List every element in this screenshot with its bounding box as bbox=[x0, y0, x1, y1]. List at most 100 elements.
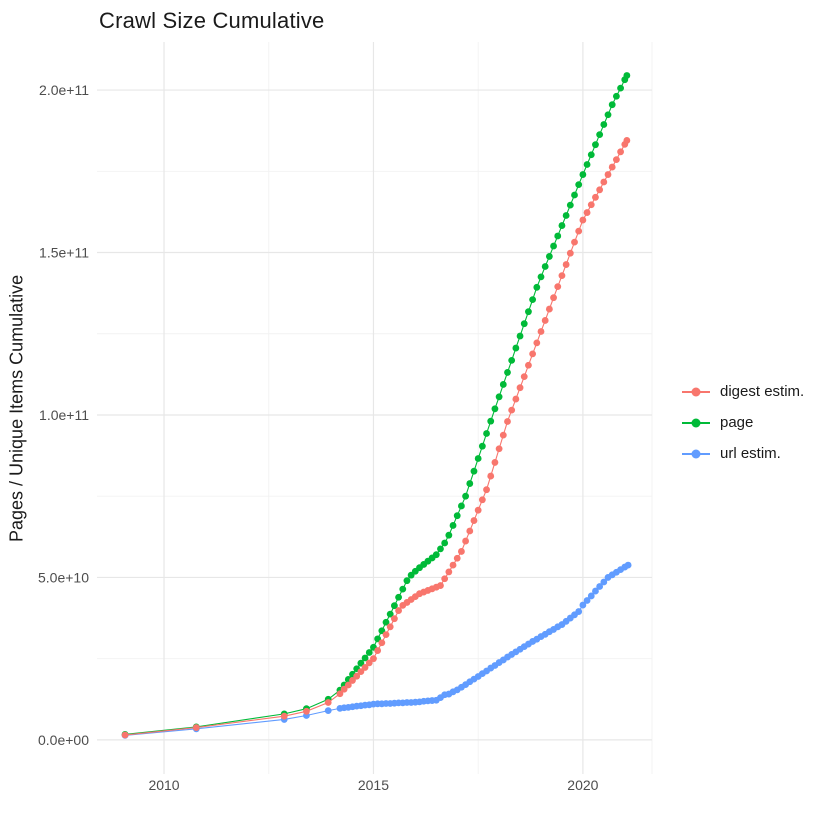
data-point-page bbox=[386, 610, 394, 618]
data-point-digest-estim bbox=[554, 283, 562, 291]
data-point-page bbox=[537, 273, 545, 281]
data-point-digest-estim bbox=[280, 712, 288, 720]
data-point-page bbox=[441, 539, 449, 547]
legend: digest estim. page url estim. bbox=[681, 376, 804, 469]
data-point-page bbox=[474, 455, 482, 462]
data-point-page bbox=[361, 654, 369, 662]
data-point-page bbox=[365, 649, 373, 656]
data-point-digest-estim bbox=[445, 568, 453, 576]
data-point-digest-estim bbox=[550, 294, 557, 302]
data-point-digest-estim bbox=[382, 631, 390, 639]
data-point-page bbox=[562, 212, 570, 219]
data-point-page bbox=[592, 141, 599, 149]
data-point-digest-estim bbox=[583, 209, 591, 216]
data-point-page bbox=[566, 201, 574, 209]
data-point-digest-estim bbox=[353, 672, 361, 680]
data-point-page bbox=[550, 242, 557, 250]
data-point-digest-estim bbox=[361, 664, 369, 671]
data-point-page bbox=[357, 659, 365, 667]
data-point-digest-estim bbox=[612, 156, 620, 164]
chart-title: Crawl Size Cumulative bbox=[99, 8, 325, 33]
data-point-page bbox=[395, 593, 402, 601]
data-point-digest-estim bbox=[571, 238, 578, 246]
data-point-digest-estim bbox=[566, 249, 574, 257]
legend-key-url-estim-icon bbox=[682, 449, 710, 458]
data-point-page bbox=[512, 344, 520, 352]
data-point-digest-estim bbox=[395, 607, 402, 614]
data-point-digest-estim bbox=[491, 459, 499, 466]
legend-item-label: url estim. bbox=[720, 445, 781, 462]
data-point-digest-estim bbox=[495, 445, 503, 453]
data-point-page bbox=[617, 84, 624, 92]
data-point-digest-estim bbox=[349, 677, 356, 684]
data-point-page bbox=[487, 417, 495, 425]
data-point-page bbox=[608, 101, 616, 109]
data-point-digest-estim bbox=[575, 227, 583, 235]
data-point-page bbox=[583, 161, 591, 168]
data-point-page bbox=[575, 181, 583, 189]
data-point-digest-estim bbox=[499, 431, 507, 439]
data-point-page bbox=[612, 92, 620, 100]
data-point-url-estim bbox=[324, 707, 332, 715]
data-point-page bbox=[600, 121, 608, 128]
data-point-page bbox=[508, 357, 516, 364]
data-point-page bbox=[462, 492, 470, 500]
data-point-digest-estim bbox=[390, 615, 398, 623]
data-point-url-estim bbox=[600, 578, 608, 586]
data-point-digest-estim bbox=[340, 685, 348, 693]
data-point-digest-estim bbox=[587, 201, 595, 209]
data-point-digest-estim bbox=[437, 582, 444, 589]
data-point-digest-estim bbox=[608, 163, 616, 171]
data-point-page bbox=[470, 467, 478, 475]
data-point-page bbox=[554, 232, 562, 240]
data-point-digest-estim bbox=[533, 339, 541, 347]
data-point-digest-estim bbox=[470, 517, 478, 524]
data-point-digest-estim bbox=[558, 272, 566, 280]
data-point-digest-estim bbox=[541, 317, 549, 324]
data-point-digest-estim bbox=[365, 659, 373, 667]
data-point-page bbox=[491, 405, 499, 413]
data-point-digest-estim bbox=[344, 681, 352, 689]
y-tick-label: 2.0e+11 bbox=[39, 82, 89, 98]
data-point-digest-estim bbox=[453, 554, 461, 562]
data-point-digest-estim bbox=[508, 406, 516, 414]
data-point-page bbox=[382, 618, 390, 626]
data-point-page bbox=[579, 171, 587, 178]
data-point-page bbox=[558, 222, 566, 229]
data-point-digest-estim bbox=[623, 137, 631, 144]
legend-item-label: page bbox=[720, 414, 754, 431]
data-point-digest-estim bbox=[520, 373, 528, 381]
data-point-digest-estim bbox=[121, 731, 129, 739]
data-point-page bbox=[432, 551, 440, 559]
data-point-digest-estim bbox=[449, 561, 457, 569]
data-point-digest-estim bbox=[562, 261, 570, 268]
data-point-page bbox=[596, 131, 604, 138]
legend-item-url-estim: url estim. bbox=[681, 438, 804, 469]
data-point-url-estim bbox=[587, 592, 595, 600]
data-point-page bbox=[499, 381, 507, 388]
data-point-page bbox=[437, 545, 444, 553]
data-point-digest-estim bbox=[303, 707, 310, 715]
data-point-digest-estim bbox=[324, 699, 332, 706]
data-point-digest-estim bbox=[600, 178, 608, 186]
data-point-digest-estim bbox=[357, 668, 365, 676]
data-point-page bbox=[390, 602, 398, 610]
data-point-page bbox=[516, 332, 524, 340]
data-point-url-estim bbox=[596, 583, 604, 590]
data-point-digest-estim bbox=[374, 647, 382, 654]
data-point-digest-estim bbox=[378, 639, 386, 647]
y-tick-label: 0.0e+00 bbox=[38, 732, 89, 748]
data-point-page bbox=[478, 442, 486, 450]
legend-item-label: digest estim. bbox=[720, 383, 805, 400]
data-point-page bbox=[533, 283, 541, 291]
data-point-digest-estim bbox=[458, 548, 465, 555]
data-point-page bbox=[571, 191, 578, 199]
x-tick-label: 2015 bbox=[358, 777, 389, 793]
y-tick-label: 1.5e+11 bbox=[39, 245, 89, 261]
data-point-page bbox=[504, 369, 511, 376]
data-point-page bbox=[520, 320, 528, 328]
data-point-digest-estim bbox=[466, 527, 474, 535]
data-point-digest-estim bbox=[545, 305, 553, 313]
x-tick-label: 2020 bbox=[567, 777, 598, 793]
